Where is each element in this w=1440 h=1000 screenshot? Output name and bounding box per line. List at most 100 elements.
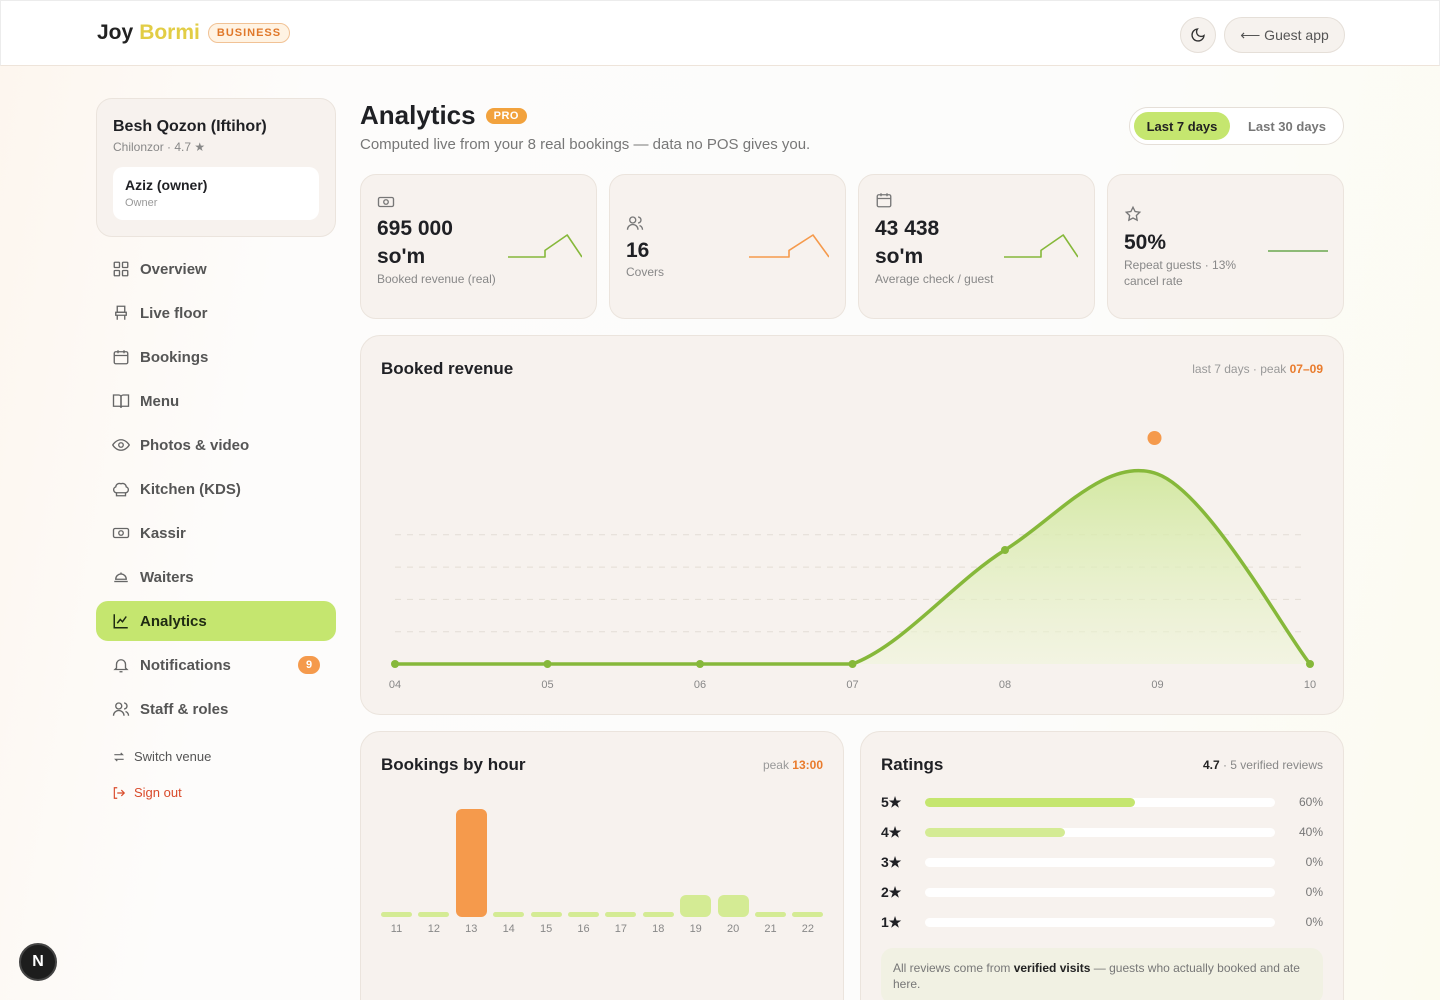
- hour-bar[interactable]: [455, 809, 487, 917]
- sidebar-item-notifications[interactable]: Notifications 9: [96, 645, 336, 685]
- hour-label: 12: [427, 923, 441, 935]
- note-peak: 13:00: [792, 758, 823, 772]
- stat-value: 16: [626, 239, 650, 262]
- rating-percent: 0%: [1305, 885, 1323, 899]
- rating-track: [925, 828, 1275, 837]
- rating-percent: 40%: [1298, 825, 1323, 839]
- hour-bar[interactable]: [381, 912, 412, 917]
- stat-caption: Booked revenue (real): [377, 272, 496, 286]
- revenue-point[interactable]: [848, 660, 857, 668]
- sidebar-item-label: Waiters: [140, 568, 194, 586]
- brand-second: Bormi: [139, 21, 200, 44]
- sidebar-nav: Overview Live floor Bookings Menu Photos…: [96, 249, 336, 733]
- sidebar-item-waiters[interactable]: Waiters: [96, 557, 336, 597]
- revenue-point[interactable]: [543, 660, 552, 668]
- hour-bar-column: 12: [418, 732, 450, 942]
- rating-percent: 0%: [1305, 855, 1323, 869]
- hour-bar[interactable]: [418, 912, 450, 917]
- sidebar-item-photos[interactable]: Photos & video: [96, 425, 336, 465]
- revenue-point[interactable]: [696, 660, 704, 668]
- panel-note: last 7 days · peak 07–09: [1192, 362, 1323, 376]
- rating-track: [925, 918, 1275, 927]
- book-icon: [112, 394, 130, 408]
- page-title: Analytics PRO: [360, 100, 527, 131]
- theme-toggle-button[interactable]: [1180, 17, 1216, 53]
- sidebar-item-kassir[interactable]: Kassir: [96, 513, 336, 553]
- users-icon: [626, 216, 644, 230]
- stat-caption: Covers: [626, 265, 665, 279]
- hour-bar[interactable]: [605, 912, 637, 917]
- user-box[interactable]: Aziz (owner) Owner: [113, 167, 319, 220]
- business-badge: BUSINESS: [207, 23, 291, 43]
- cash-icon: [377, 196, 395, 208]
- rating-label: 2★: [881, 884, 902, 900]
- revenue-point[interactable]: [1306, 660, 1314, 668]
- grid-icon: [113, 261, 129, 277]
- x-tick-label: 04: [388, 679, 402, 691]
- hour-bar-column: 19: [680, 732, 712, 942]
- hour-label: 16: [577, 923, 590, 935]
- sidebar-item-overview[interactable]: Overview: [96, 249, 336, 289]
- hour-label: 20: [726, 923, 740, 935]
- booked-revenue-panel: Booked revenue last 7 days · peak 07–09 …: [360, 335, 1344, 715]
- brand-first: Joy: [97, 21, 134, 44]
- sidebar-item-label: Live floor: [140, 304, 208, 322]
- hour-bar[interactable]: [493, 912, 525, 917]
- range-last-7-days[interactable]: Last 7 days: [1134, 112, 1230, 140]
- stat-card-covers: 16 Covers: [609, 174, 846, 319]
- peak-marker[interactable]: [1147, 431, 1162, 445]
- hour-bar[interactable]: [530, 912, 562, 917]
- note-peak: 07–09: [1289, 362, 1323, 376]
- sign-out-link[interactable]: Sign out: [112, 785, 182, 800]
- panel-note: peak 13:00: [763, 758, 823, 772]
- panel-title: Ratings: [881, 755, 944, 774]
- sidebar-item-menu[interactable]: Menu: [96, 381, 336, 421]
- revenue-point[interactable]: [391, 660, 399, 668]
- sidebar-item-analytics[interactable]: Analytics: [96, 601, 336, 641]
- rating-label: 1★: [881, 914, 902, 930]
- date-range-toggle: Last 7 days Last 30 days: [1129, 107, 1344, 145]
- sidebar-item-bookings[interactable]: Bookings: [96, 337, 336, 377]
- sparkline: [1004, 234, 1078, 258]
- hour-bar[interactable]: [717, 895, 749, 917]
- sidebar-item-label: Kassir: [140, 524, 186, 542]
- revenue-point[interactable]: [1001, 546, 1009, 554]
- hour-bar[interactable]: [755, 912, 786, 917]
- hour-label: 14: [502, 923, 515, 935]
- stat-card-average-check: 43 438 so'm Average check / guest: [858, 174, 1095, 319]
- dev-tools-button[interactable]: N: [19, 943, 57, 981]
- rating-percent: 60%: [1298, 795, 1323, 809]
- sidebar-item-staff[interactable]: Staff & roles: [96, 689, 336, 729]
- x-tick-label: 08: [998, 679, 1012, 691]
- switch-venue-link[interactable]: Switch venue: [112, 749, 211, 764]
- x-tick-label: 06: [693, 679, 707, 691]
- sidebar-item-label: Notifications: [140, 656, 231, 674]
- star-icon: [1124, 205, 1142, 222]
- chart-line-icon: [113, 614, 128, 629]
- sidebar-item-kitchen[interactable]: Kitchen (KDS): [96, 469, 336, 509]
- sidebar-item-label: Overview: [140, 260, 207, 278]
- brand-logo[interactable]: Joy Bormi BUSINESS: [97, 21, 291, 45]
- rating-score: 4.7: [1202, 758, 1220, 772]
- venue-subtitle: Chilonzor · 4.7 ★: [113, 140, 206, 154]
- swap-icon: [114, 752, 124, 761]
- rating-label: 3★: [881, 854, 902, 870]
- sidebar-item-label: Menu: [140, 392, 180, 410]
- hour-bar-column: 11: [381, 732, 412, 942]
- hour-bar-column: 14: [493, 732, 525, 942]
- hour-bar[interactable]: [792, 912, 824, 917]
- sidebar-item-label: Analytics: [140, 612, 207, 630]
- hour-bar[interactable]: [568, 912, 599, 917]
- range-last-30-days[interactable]: Last 30 days: [1247, 118, 1327, 134]
- hour-label: 13: [465, 923, 478, 935]
- guest-app-button[interactable]: ⟵ Guest app: [1224, 17, 1345, 53]
- switch-venue-label: Switch venue: [134, 749, 212, 764]
- hour-bar[interactable]: [642, 912, 674, 917]
- hour-bar[interactable]: [680, 895, 712, 917]
- cloche-icon: [114, 572, 128, 583]
- hour-bar-column: 20: [717, 732, 749, 942]
- sparkline-path: [1004, 234, 1078, 258]
- rating-track: [925, 888, 1275, 897]
- rating-row: 5★ 60%: [881, 793, 1323, 813]
- sidebar-item-live-floor[interactable]: Live floor: [96, 293, 336, 333]
